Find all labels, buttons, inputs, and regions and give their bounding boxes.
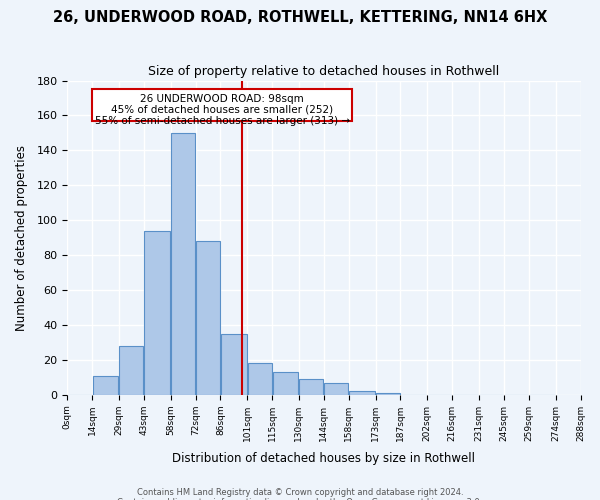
Text: 26 UNDERWOOD ROAD: 98sqm: 26 UNDERWOOD ROAD: 98sqm — [140, 94, 304, 104]
Text: 55% of semi-detached houses are larger (313) →: 55% of semi-detached houses are larger (… — [95, 116, 350, 126]
Bar — [92, 376, 118, 395]
X-axis label: Distribution of detached houses by size in Rothwell: Distribution of detached houses by size … — [172, 452, 475, 465]
Bar — [144, 230, 170, 395]
Bar — [349, 392, 375, 395]
Bar — [119, 346, 143, 395]
Text: 26, UNDERWOOD ROAD, ROTHWELL, KETTERING, NN14 6HX: 26, UNDERWOOD ROAD, ROTHWELL, KETTERING,… — [53, 10, 547, 25]
Y-axis label: Number of detached properties: Number of detached properties — [15, 144, 28, 330]
Text: 45% of detached houses are smaller (252): 45% of detached houses are smaller (252) — [111, 105, 334, 115]
Bar — [221, 334, 247, 395]
Text: Contains public sector information licensed under the Open Government Licence v3: Contains public sector information licen… — [118, 498, 482, 500]
FancyBboxPatch shape — [92, 90, 352, 120]
Bar — [299, 379, 323, 395]
Title: Size of property relative to detached houses in Rothwell: Size of property relative to detached ho… — [148, 65, 499, 78]
Bar — [248, 364, 272, 395]
Bar — [196, 241, 220, 395]
Bar — [171, 133, 195, 395]
Bar — [376, 393, 400, 395]
Bar — [324, 382, 349, 395]
Text: Contains HM Land Registry data © Crown copyright and database right 2024.: Contains HM Land Registry data © Crown c… — [137, 488, 463, 497]
Bar — [272, 372, 298, 395]
